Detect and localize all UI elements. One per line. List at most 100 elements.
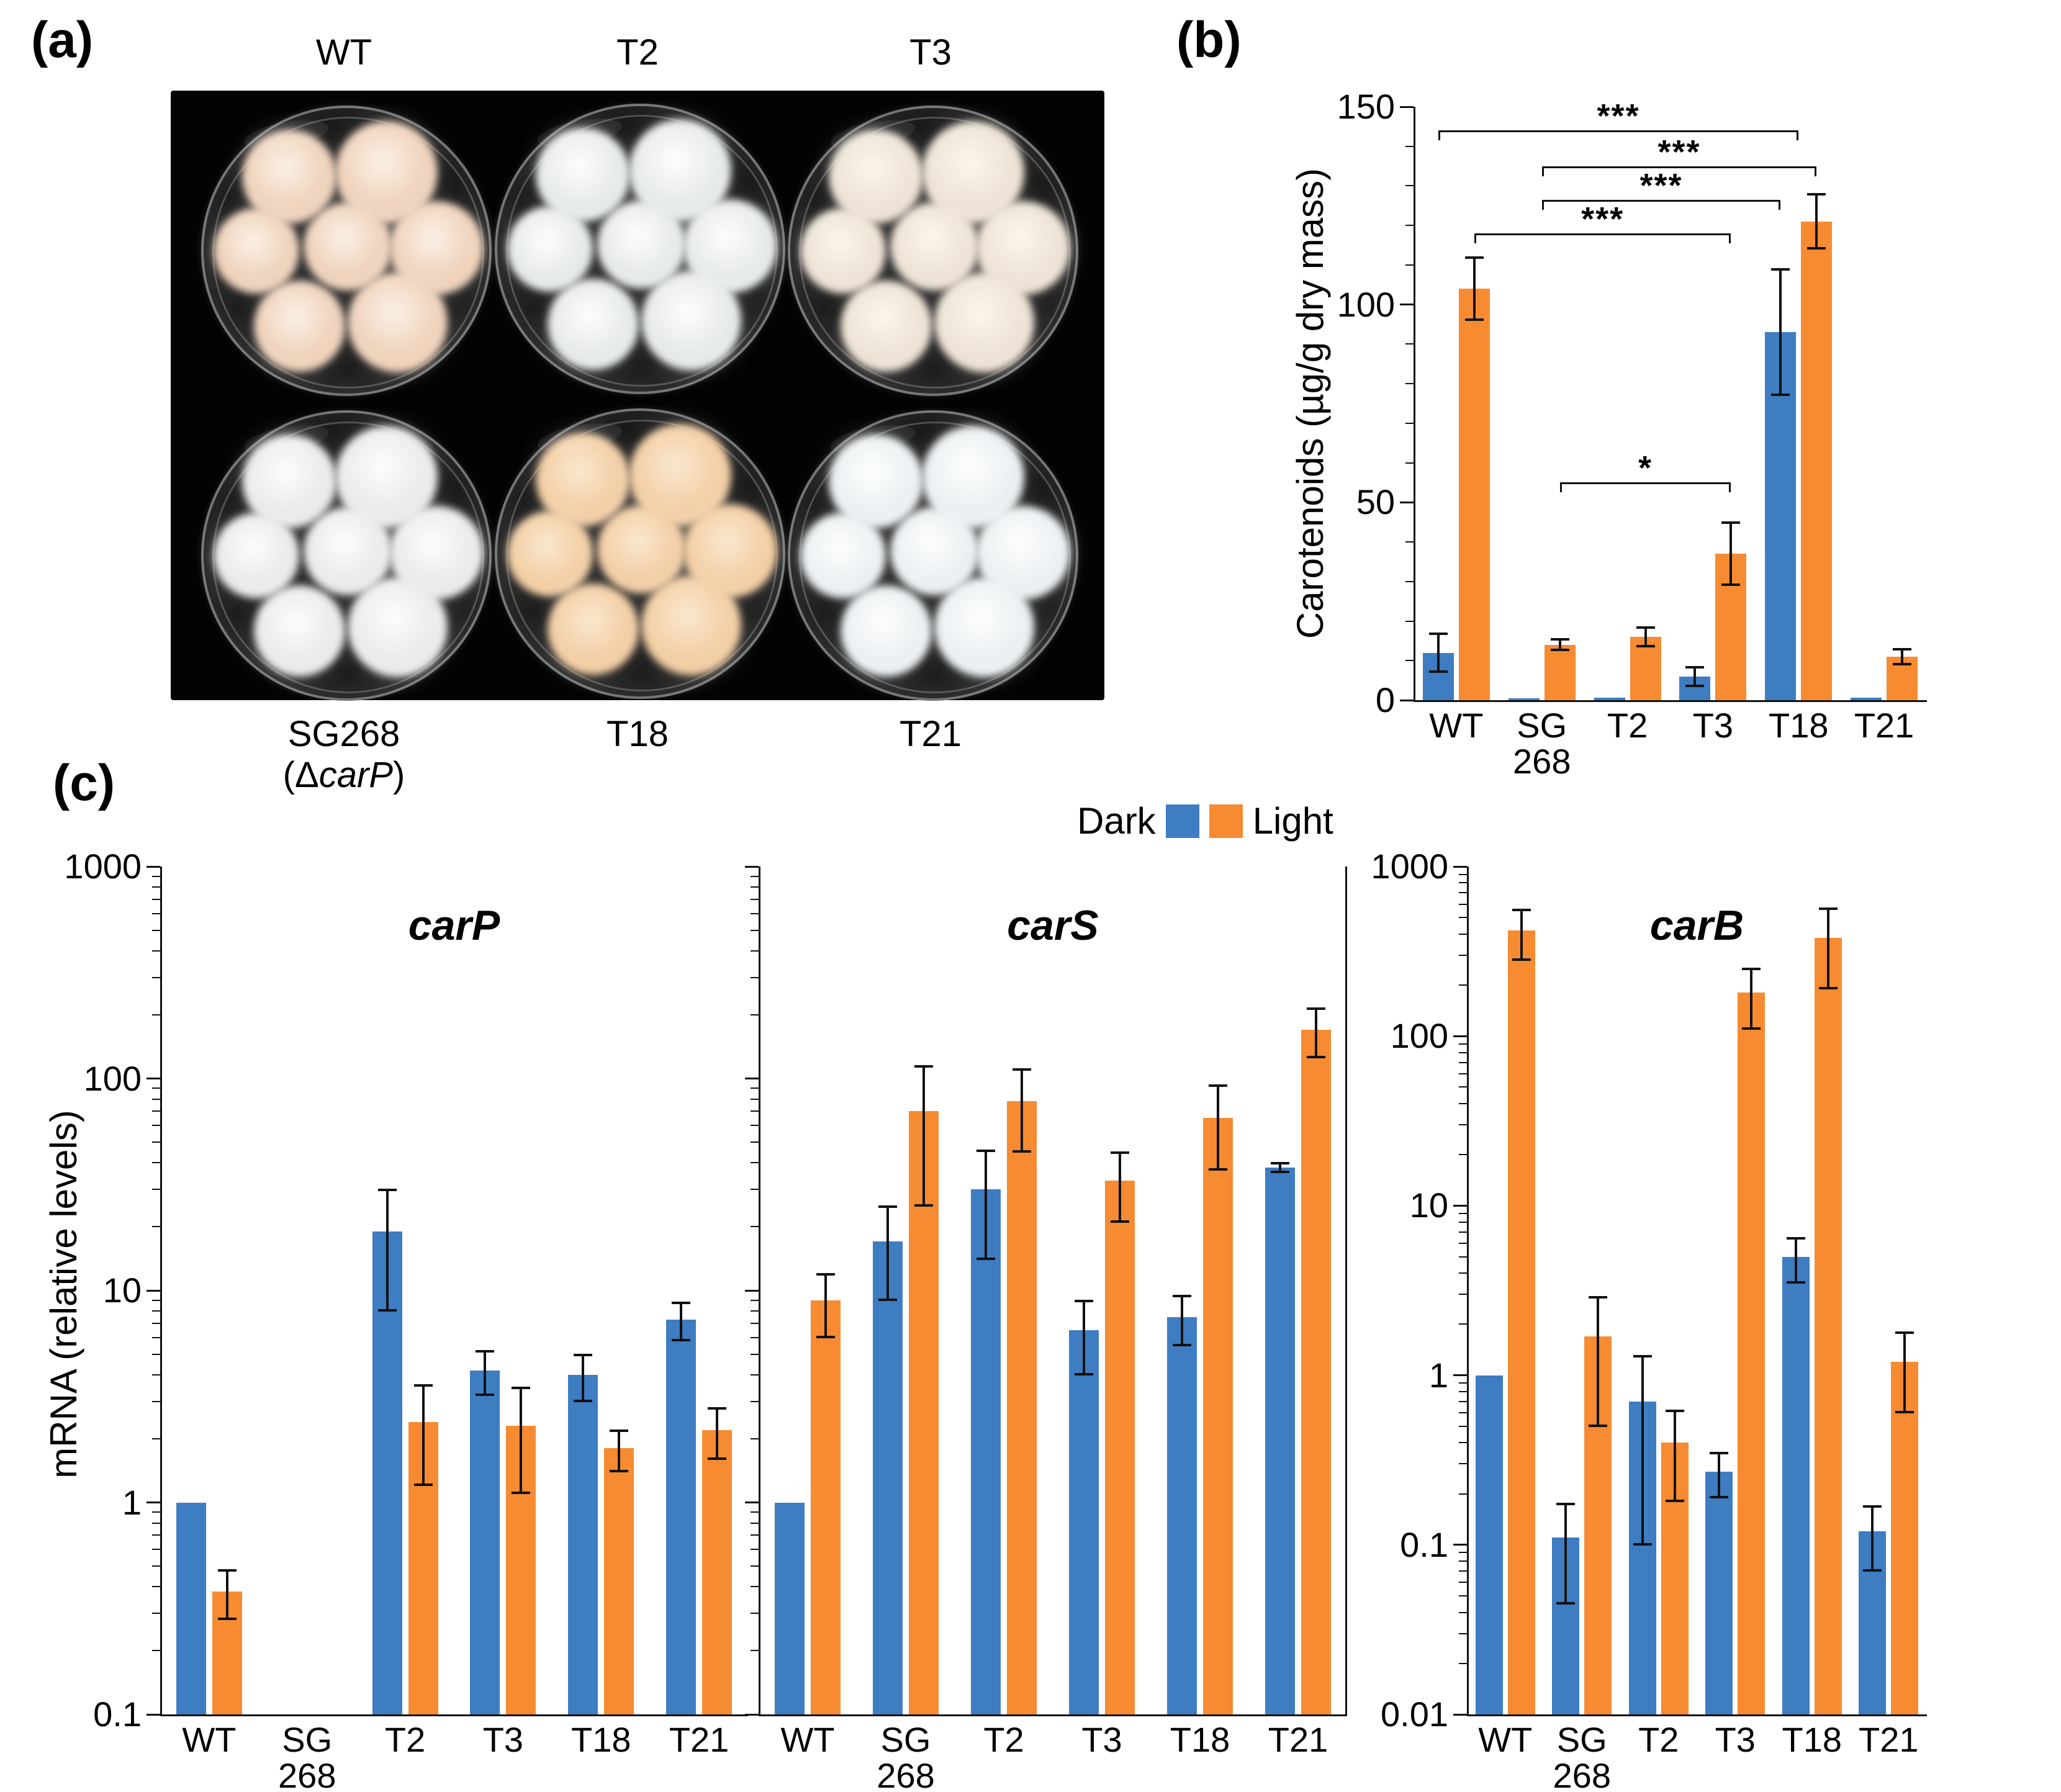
y-minor-tick: [152, 1650, 160, 1652]
y-minor-tick: [751, 1534, 759, 1536]
x-category-label-T3: T3: [1081, 1720, 1122, 1759]
y-minor-tick: [152, 976, 160, 978]
petri-dish-T2: [495, 104, 785, 394]
petri-dish-rim: [798, 116, 1071, 389]
y-minor-tick: [751, 1087, 759, 1089]
petri-dish-rim: [212, 421, 485, 694]
x-category-label-T3: T3: [482, 1720, 524, 1759]
y-tick: [1453, 1544, 1467, 1546]
petri-dish-T21: [788, 410, 1078, 701]
x-category-label-T18: T18: [1782, 1720, 1842, 1759]
fungal-colony-T2-6: [547, 279, 639, 371]
error-cap: [1665, 1500, 1684, 1503]
error-cap: [512, 1386, 531, 1389]
error-cap: [1556, 1601, 1576, 1605]
y-minor-tick: [1459, 1595, 1467, 1597]
y-tick: [1400, 501, 1414, 503]
error-cap: [1589, 1424, 1608, 1427]
y-tick: [1400, 304, 1414, 306]
sig-bracket-end: [1729, 233, 1731, 243]
y-tick-label: 0: [1375, 680, 1395, 719]
y-minor-tick: [751, 1650, 759, 1652]
y-tick-label: 150: [1337, 87, 1395, 126]
x-category-label-T18: T18: [1170, 1720, 1230, 1759]
error-cap: [1111, 1151, 1129, 1154]
y-minor-tick: [751, 1014, 759, 1015]
bar-T18-Light: [1814, 937, 1842, 1714]
sig-bracket-end: [1438, 130, 1440, 141]
y-minor-tick: [751, 1613, 759, 1614]
y-minor-tick: [152, 1299, 160, 1301]
y-minor-tick: [1405, 185, 1414, 187]
error-cap: [1895, 1411, 1914, 1414]
carP-mrna-chart: 0.1 1 10 100 1000 WT SG 268 T2 T3 T18 T21 carP: [64, 847, 748, 1792]
error-bar-T21-Light: [716, 1407, 719, 1459]
y-minor-tick: [152, 912, 160, 914]
y-minor-tick: [751, 1565, 759, 1567]
fungal-colony-T18-6: [547, 583, 639, 675]
chart-title-carS: carS: [1007, 902, 1099, 949]
error-bar-T2-Light: [1644, 627, 1647, 647]
y-minor-tick: [1459, 903, 1467, 905]
error-bar-T3-Dark: [1083, 1300, 1085, 1375]
y-axis: [1414, 107, 1415, 702]
error-cap: [1173, 1294, 1191, 1297]
error-cap: [1075, 1299, 1093, 1302]
bar-T3-Dark: [470, 1370, 500, 1714]
fungal-colony-SG268-6: [253, 585, 345, 677]
carotenoids-y-axis-label: Carotenoids (µg/g dry mass): [1289, 168, 1331, 639]
y-minor-tick: [1405, 620, 1414, 622]
y-tick: [745, 1713, 759, 1716]
y-minor-tick: [751, 1400, 759, 1402]
error-cap: [1685, 684, 1705, 687]
y-minor-tick: [1405, 422, 1414, 424]
error-cap: [610, 1469, 629, 1472]
x-category-label-T21: T21: [1859, 1720, 1919, 1759]
y-tick: [1453, 1204, 1467, 1207]
error-bar-T18-Light: [1815, 194, 1818, 250]
error-cap: [610, 1429, 629, 1432]
error-cap: [1633, 1355, 1652, 1358]
y-minor-tick: [1459, 1073, 1467, 1074]
sig-stars-3: ***: [1639, 166, 1683, 204]
error-cap: [878, 1205, 897, 1209]
error-bar-WT-Dark: [1436, 633, 1440, 673]
error-cap: [1818, 987, 1838, 990]
y-minor-tick: [152, 1438, 160, 1439]
y-minor-tick: [1459, 917, 1467, 919]
x-category-label-T2: T2: [1607, 706, 1648, 745]
petri-dish-photo-panel: [171, 91, 1104, 701]
y-minor-tick: [751, 1549, 759, 1551]
error-bar-T3-Dark: [1718, 1452, 1721, 1498]
x-category-label-T2: T2: [384, 1720, 426, 1759]
y-minor-tick: [1405, 383, 1414, 385]
y-minor-tick: [152, 1511, 160, 1513]
y-tick: [1453, 1374, 1467, 1377]
bar-T18-Light: [1801, 221, 1833, 700]
legend-dark-label: Dark: [1077, 800, 1156, 842]
sig-bracket-end: [1541, 166, 1544, 176]
y-minor-tick: [152, 1586, 160, 1588]
error-cap: [217, 1618, 237, 1621]
y-minor-tick: [751, 1586, 759, 1588]
sig-bracket-end: [1815, 166, 1817, 176]
y-minor-tick: [152, 1374, 160, 1376]
bar-SG268-Dark: [873, 1241, 903, 1714]
error-bar-T21-Dark: [680, 1302, 683, 1341]
bar-T18-Dark: [1782, 1256, 1810, 1714]
error-cap: [1807, 193, 1826, 196]
error-cap: [1863, 1569, 1882, 1572]
error-cap: [217, 1569, 237, 1572]
error-cap: [816, 1272, 835, 1276]
panel-b-label: (b): [1176, 12, 1242, 68]
y-minor-tick: [1459, 1552, 1467, 1554]
error-bar-T21-Light: [1901, 649, 1904, 665]
fungal-colony-WT-6: [253, 281, 345, 372]
error-bar-WT-Light: [824, 1273, 827, 1338]
x-category-label-T18: T18: [1769, 706, 1829, 745]
y-tick-label: 0.1: [1400, 1524, 1448, 1564]
y-tick: [147, 1078, 160, 1079]
error-cap: [1464, 318, 1484, 322]
error-bar-T18-Light: [1826, 907, 1829, 989]
error-cap: [1307, 1056, 1325, 1059]
